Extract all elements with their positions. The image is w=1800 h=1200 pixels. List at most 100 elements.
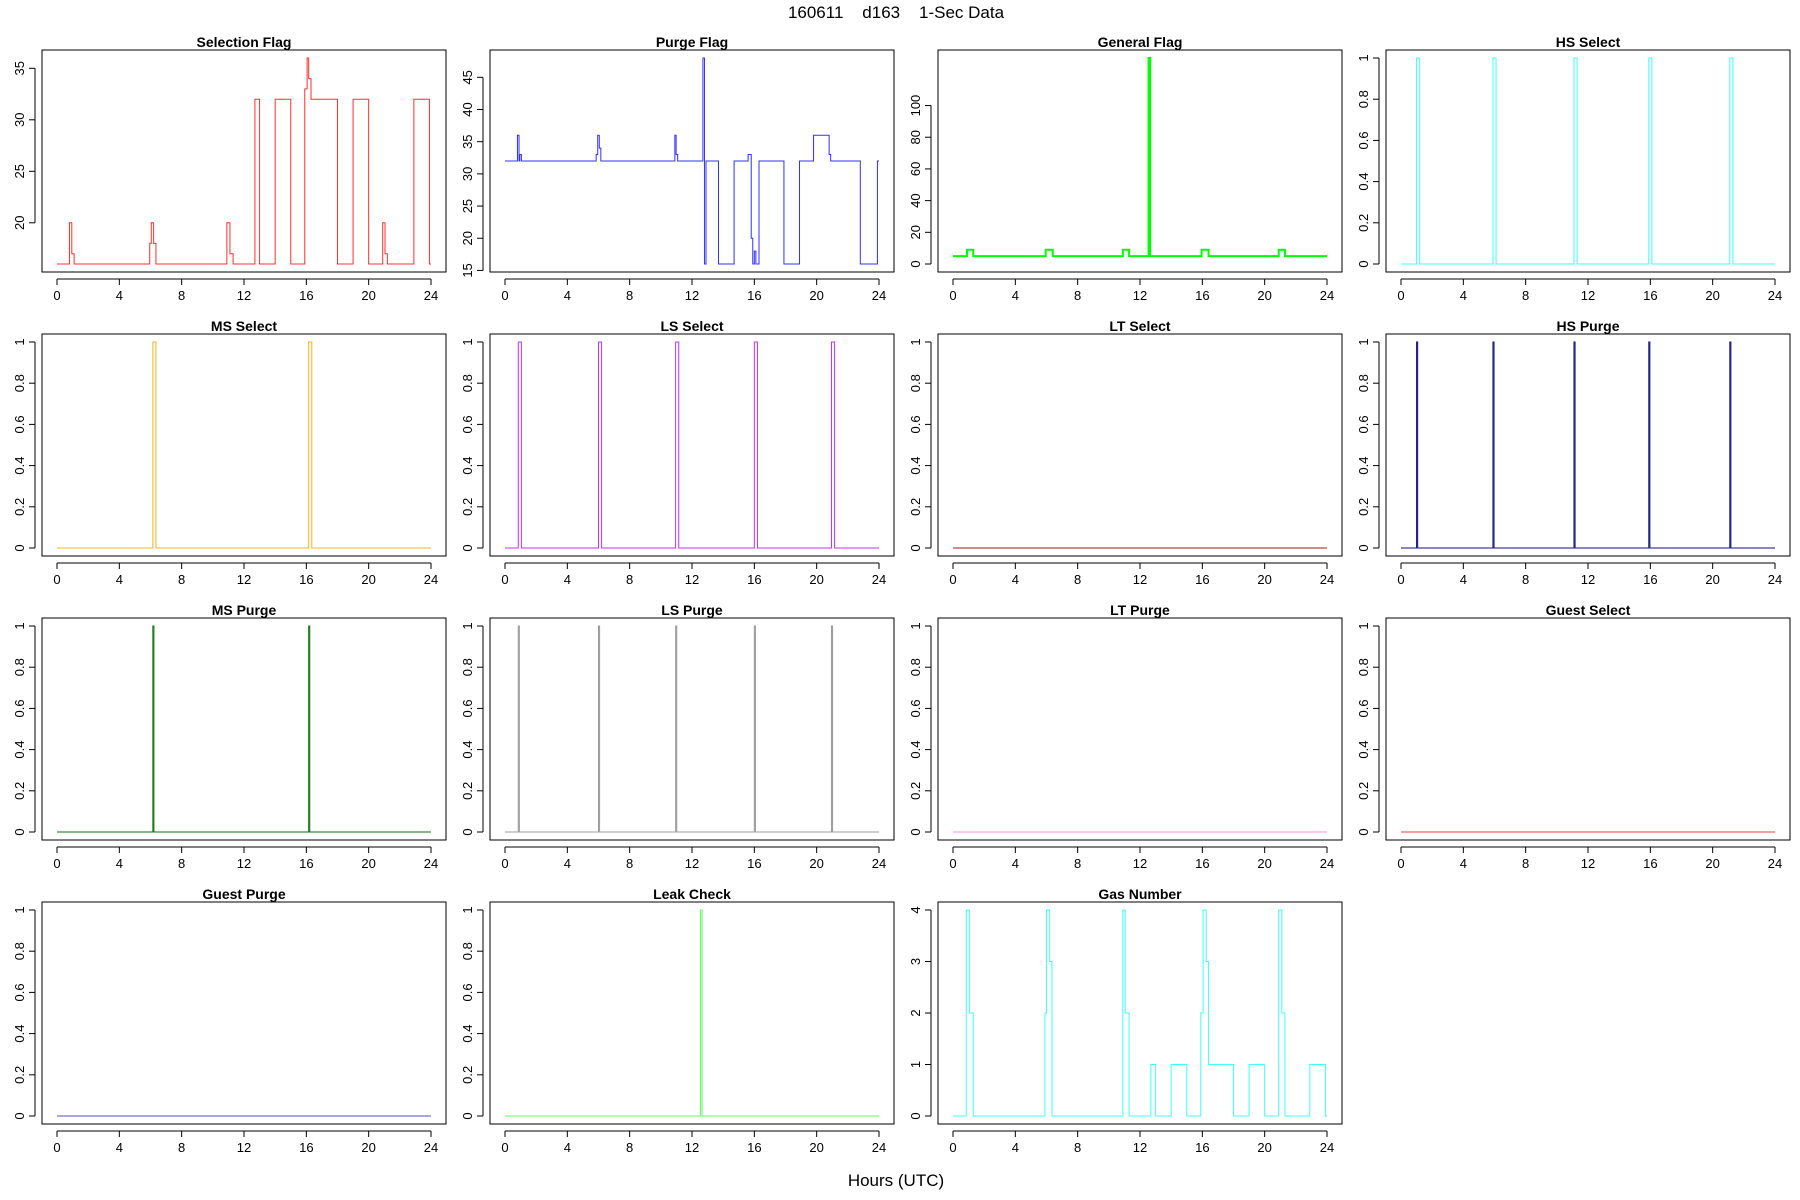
guest-purge-y-tick-label: 0.6 (12, 983, 27, 1001)
panel-guest-purge: Guest Purge 0 4 8 12 16 20 24 0 0.2 0.4 0.6 0.8 1 (12, 886, 447, 1155)
panel-general-flag: General Flag 0 4 8 12 16 20 24 0 20 40 60 80 100 (908, 34, 1343, 303)
hs-select-x-tick-label: 4 (1460, 288, 1467, 303)
guest-select-x-tick-label: 0 (1397, 856, 1404, 871)
ms-select-x-tick-label: 16 (299, 572, 313, 587)
ls-purge-y-tick-label: 0.4 (460, 741, 475, 759)
guest-purge-y-tick-label: 0.2 (12, 1066, 27, 1084)
purge-flag-x-tick-label: 4 (564, 288, 571, 303)
selection-flag-y-axis: 20 25 30 35 (12, 61, 36, 230)
ls-purge-x-tick-label: 4 (564, 856, 571, 871)
hs-select-y-tick-label: 0.4 (1356, 173, 1371, 191)
lt-purge-y-tick-label: 0.2 (908, 782, 923, 800)
gas-number-x-axis: 0 4 8 12 16 20 24 (949, 1130, 1334, 1155)
purge-flag-plot-frame (489, 49, 895, 273)
lt-purge-x-tick-label: 0 (949, 856, 956, 871)
purge-flag-x-tick-label: 12 (685, 288, 699, 303)
ms-select-x-tick-label: 0 (53, 572, 60, 587)
hs-purge-x-tick-label: 20 (1705, 572, 1719, 587)
ms-select-y-tick-label: 1 (12, 338, 27, 345)
ms-purge-series-line (57, 625, 431, 833)
ls-purge-x-tick-label: 20 (809, 856, 823, 871)
lt-purge-title: LT Purge (1110, 602, 1170, 618)
hs-purge-x-tick-label: 8 (1522, 572, 1529, 587)
hs-purge-title: HS Purge (1556, 318, 1619, 334)
hs-purge-y-tick-label: 0.4 (1356, 457, 1371, 475)
selection-flag-x-tick-label: 4 (116, 288, 123, 303)
lt-select-y-tick-label: 0.2 (908, 498, 923, 516)
lt-purge-x-tick-label: 24 (1320, 856, 1334, 871)
guest-select-y-tick-label: 1 (1356, 622, 1371, 629)
purge-flag-y-tick-label: 40 (460, 102, 475, 116)
guest-select-x-tick-label: 20 (1705, 856, 1719, 871)
hs-purge-y-tick-label: 1 (1356, 338, 1371, 345)
ls-select-y-axis: 0 0.2 0.4 0.6 0.8 1 (460, 338, 484, 552)
leak-check-y-tick-label: 0.4 (460, 1025, 475, 1043)
selection-flag-y-tick-label: 25 (12, 164, 27, 178)
lt-purge-y-axis: 0 0.2 0.4 0.6 0.8 1 (908, 622, 932, 836)
hs-select-x-tick-label: 20 (1705, 288, 1719, 303)
hs-select-x-tick-label: 0 (1397, 288, 1404, 303)
lt-select-y-tick-label: 0.4 (908, 457, 923, 475)
lt-purge-x-tick-label: 20 (1257, 856, 1271, 871)
ms-purge-y-tick-label: 0.4 (12, 741, 27, 759)
purge-flag-x-tick-label: 20 (809, 288, 823, 303)
ls-purge-x-tick-label: 8 (626, 856, 633, 871)
gas-number-x-tick-label: 4 (1012, 1140, 1019, 1155)
ms-select-x-tick-label: 4 (116, 572, 123, 587)
ls-purge-y-tick-label: 0.8 (460, 658, 475, 676)
ls-select-y-tick-label: 0.6 (460, 415, 475, 433)
ls-select-x-tick-label: 24 (872, 572, 886, 587)
hs-purge-y-tick-label: 0.8 (1356, 374, 1371, 392)
hs-select-y-tick-label: 0.8 (1356, 90, 1371, 108)
gas-number-y-tick-label: 0 (908, 1112, 923, 1119)
gas-number-y-tick-label: 2 (908, 1009, 923, 1016)
lt-select-y-tick-label: 0.6 (908, 415, 923, 433)
lt-purge-y-tick-label: 1 (908, 622, 923, 629)
ls-select-y-tick-label: 1 (460, 338, 475, 345)
purge-flag-series-line (505, 57, 879, 265)
hs-purge-x-tick-label: 4 (1460, 572, 1467, 587)
figure-title: 160611 d163 1-Sec Data (788, 3, 1005, 22)
gas-number-x-tick-label: 24 (1320, 1140, 1334, 1155)
hs-select-y-axis: 0 0.2 0.4 0.6 0.8 1 (1356, 54, 1380, 268)
ms-select-x-tick-label: 8 (178, 572, 185, 587)
hs-purge-x-tick-label: 12 (1581, 572, 1595, 587)
general-flag-x-tick-label: 12 (1133, 288, 1147, 303)
ls-purge-y-tick-label: 1 (460, 622, 475, 629)
ms-purge-x-axis: 0 4 8 12 16 20 24 (53, 846, 438, 871)
general-flag-x-tick-label: 16 (1195, 288, 1209, 303)
hs-select-x-tick-label: 24 (1768, 288, 1782, 303)
general-flag-y-tick-label: 100 (908, 95, 923, 117)
ms-purge-y-tick-label: 0.6 (12, 699, 27, 717)
hs-select-x-tick-label: 16 (1643, 288, 1657, 303)
panel-guest-select: Guest Select 0 4 8 12 16 20 24 0 0.2 0.4 0.6 0.8 1 (1356, 602, 1791, 871)
hs-purge-y-tick-label: 0.2 (1356, 498, 1371, 516)
ls-select-x-axis: 0 4 8 12 16 20 24 (501, 562, 886, 587)
guest-purge-x-axis: 0 4 8 12 16 20 24 (53, 1130, 438, 1155)
general-flag-x-axis: 0 4 8 12 16 20 24 (949, 278, 1334, 303)
selection-flag-x-tick-label: 8 (178, 288, 185, 303)
panel-lt-select: LT Select 0 4 8 12 16 20 24 0 0.2 0.4 0.6 0.8 1 (908, 318, 1343, 587)
ms-select-y-tick-label: 0.2 (12, 498, 27, 516)
ls-purge-y-tick-label: 0 (460, 828, 475, 835)
ls-purge-x-tick-label: 16 (747, 856, 761, 871)
hs-purge-x-tick-label: 0 (1397, 572, 1404, 587)
hs-purge-y-tick-label: 0.6 (1356, 415, 1371, 433)
lt-select-y-tick-label: 0.8 (908, 374, 923, 392)
lt-select-x-tick-label: 24 (1320, 572, 1334, 587)
guest-select-x-tick-label: 16 (1643, 856, 1657, 871)
selection-flag-title: Selection Flag (197, 34, 292, 50)
ls-purge-x-tick-label: 12 (685, 856, 699, 871)
guest-select-y-tick-label: 0.2 (1356, 782, 1371, 800)
guest-purge-y-tick-label: 0.8 (12, 942, 27, 960)
purge-flag-x-tick-label: 0 (501, 288, 508, 303)
general-flag-y-tick-label: 20 (908, 225, 923, 239)
ls-purge-x-axis: 0 4 8 12 16 20 24 (501, 846, 886, 871)
general-flag-title: General Flag (1098, 34, 1183, 50)
ls-purge-y-tick-label: 0.2 (460, 782, 475, 800)
ms-purge-title: MS Purge (212, 602, 277, 618)
hs-purge-x-tick-label: 16 (1643, 572, 1657, 587)
lt-purge-x-tick-label: 16 (1195, 856, 1209, 871)
guest-select-title: Guest Select (1546, 602, 1631, 618)
selection-flag-y-tick-label: 35 (12, 61, 27, 75)
